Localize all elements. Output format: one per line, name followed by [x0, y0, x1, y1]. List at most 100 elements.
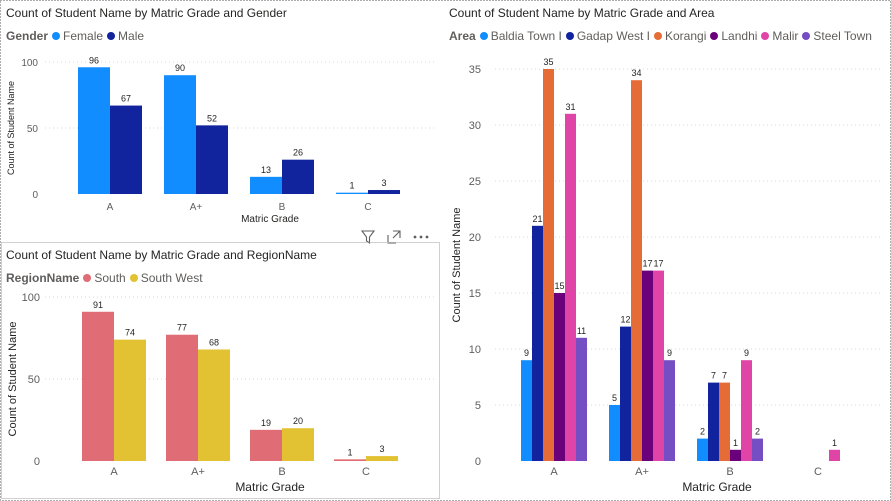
data-label-region-south-c: 1 — [347, 447, 352, 457]
x-axis-label-region: Matric Grade — [235, 480, 305, 494]
data-label-gender-male-c: 3 — [381, 178, 386, 188]
bar-region-south-a — [166, 334, 198, 461]
data-label-area-gadap-west-i-b: 7 — [711, 371, 716, 381]
y-tick-label-area-15: 15 — [469, 288, 481, 300]
data-label-area-baldia-town-i-a: 9 — [524, 348, 529, 358]
bar-region-south-b — [250, 429, 282, 461]
x-tick-label-area-a: A — [550, 466, 558, 478]
y-tick-label-region-100: 100 — [22, 292, 40, 304]
data-label-area-malir-a: 17 — [653, 259, 663, 269]
data-label-area-malir-c: 1 — [832, 438, 837, 448]
data-label-gender-female-b: 13 — [261, 165, 271, 175]
data-label-region-south-west-c: 3 — [379, 444, 384, 454]
data-label-region-south-west-b: 20 — [293, 416, 303, 426]
bar-area-landhi-a — [642, 270, 653, 461]
x-tick-label-gender-a: A — [107, 202, 114, 213]
filter-icon[interactable] — [360, 229, 376, 245]
bar-area-korangi-a — [631, 80, 642, 461]
data-label-area-malir-b: 9 — [744, 348, 749, 358]
x-axis-label-area: Matric Grade — [682, 480, 752, 494]
bar-area-landhi-b — [730, 449, 741, 461]
bar-region-south-c — [334, 459, 366, 461]
bar-area-malir-a — [653, 270, 664, 461]
more-options-icon[interactable] — [412, 229, 430, 245]
data-label-area-steel-town-a: 9 — [667, 348, 672, 358]
x-axis-label-gender: Matric Grade — [241, 214, 299, 225]
bar-gender-female-a — [78, 67, 110, 194]
bar-gender-female-a — [164, 75, 196, 194]
data-label-region-south-a: 91 — [93, 300, 103, 310]
data-label-gender-female-a: 96 — [89, 55, 99, 65]
x-tick-label-gender-c: C — [364, 202, 371, 213]
data-label-area-baldia-town-i-a: 5 — [612, 393, 617, 403]
bar-area-korangi-a — [543, 69, 554, 461]
bar-area-gadap-west-i-b — [708, 382, 719, 461]
y-axis-label-gender: Count of Student Name — [6, 81, 16, 175]
chart-visual-area[interactable]: Count of Student Name by Matric Grade an… — [443, 0, 889, 499]
y-tick-label-gender-0: 0 — [32, 190, 38, 201]
data-label-area-landhi-b: 1 — [733, 438, 738, 448]
bar-area-steel-town-a — [576, 337, 587, 461]
x-tick-label-area-b: B — [726, 466, 733, 478]
y-axis-label-region: Count of Student Name — [7, 322, 19, 437]
chart-plot-gender: 0 50 100 Count of Student Name Matric Grade A… — [6, 55, 435, 225]
bar-gender-male-a — [110, 105, 142, 194]
data-label-area-landhi-a: 17 — [642, 259, 652, 269]
data-label-area-gadap-west-i-a: 12 — [620, 315, 630, 325]
data-label-area-korangi-b: 7 — [722, 371, 727, 381]
data-label-gender-female-c: 1 — [349, 181, 354, 191]
data-label-area-korangi-a: 35 — [543, 57, 553, 67]
x-tick-label-gender-b: B — [279, 202, 286, 213]
bar-gender-female-b — [250, 176, 282, 194]
bar-gender-female-c — [336, 192, 368, 194]
y-tick-label-gender-100: 100 — [21, 58, 38, 69]
data-label-region-south-b: 19 — [261, 418, 271, 428]
bar-gender-male-a — [196, 125, 228, 194]
y-tick-label-area-35: 35 — [469, 64, 481, 76]
bar-area-malir-a — [565, 113, 576, 462]
chart-visual-region[interactable]: Count of Student Name by Matric Grade an… — [0, 242, 440, 499]
data-label-area-korangi-a: 34 — [631, 68, 641, 78]
y-tick-label-area-10: 10 — [469, 344, 481, 356]
bar-region-south-west-b — [282, 428, 314, 461]
y-tick-label-area-30: 30 — [469, 120, 481, 132]
data-label-area-steel-town-b: 2 — [755, 427, 760, 437]
y-axis-label-area: Count of Student Name — [451, 208, 463, 323]
bar-gender-male-c — [368, 190, 400, 194]
bar-area-malir-b — [741, 360, 752, 461]
data-label-region-south-west-a: 68 — [209, 337, 219, 347]
x-tick-label-region-a: A+ — [191, 466, 205, 478]
data-label-gender-male-b: 26 — [293, 148, 303, 158]
data-label-area-steel-town-a: 11 — [577, 326, 586, 336]
data-label-gender-female-a: 90 — [175, 63, 185, 73]
y-tick-label-area-25: 25 — [469, 176, 481, 188]
x-tick-label-region-c: C — [362, 466, 370, 478]
data-label-gender-male-a: 67 — [121, 94, 131, 104]
data-label-area-landhi-a: 15 — [554, 281, 564, 291]
data-label-area-malir-a: 31 — [565, 102, 575, 112]
y-tick-label-area-20: 20 — [469, 232, 481, 244]
bar-area-baldia-town-i-a — [521, 360, 532, 461]
visual-header-icons — [360, 229, 430, 245]
focus-mode-icon[interactable] — [386, 229, 402, 245]
bar-area-korangi-b — [719, 382, 730, 461]
bar-area-steel-town-a — [664, 360, 675, 461]
y-tick-label-region-0: 0 — [34, 456, 40, 468]
bar-area-landhi-a — [554, 293, 565, 461]
x-tick-label-area-c: C — [814, 466, 822, 478]
bar-area-baldia-town-i-b — [697, 438, 708, 461]
y-tick-label-area-5: 5 — [475, 400, 481, 412]
bar-area-gadap-west-i-a — [620, 326, 631, 461]
y-tick-label-region-50: 50 — [28, 374, 40, 386]
bar-region-south-west-a — [114, 339, 146, 461]
x-tick-label-region-b: B — [278, 466, 285, 478]
data-label-area-gadap-west-i-a: 21 — [532, 214, 542, 224]
data-label-area-baldia-town-i-b: 2 — [700, 427, 705, 437]
x-tick-label-area-a: A+ — [635, 466, 649, 478]
y-tick-label-area-0: 0 — [475, 456, 481, 468]
bar-area-steel-town-b — [752, 438, 763, 461]
bar-region-south-a — [82, 311, 114, 461]
chart-visual-gender[interactable]: Count of Student Name by Matric Grade an… — [0, 0, 440, 240]
